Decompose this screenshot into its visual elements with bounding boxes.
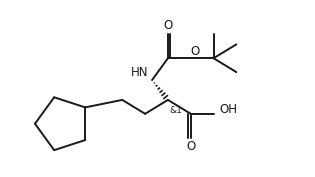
- Text: O: O: [186, 140, 195, 153]
- Text: OH: OH: [220, 103, 238, 116]
- Text: O: O: [163, 19, 173, 32]
- Text: &1: &1: [169, 106, 182, 115]
- Text: O: O: [190, 45, 199, 58]
- Text: HN: HN: [131, 66, 148, 79]
